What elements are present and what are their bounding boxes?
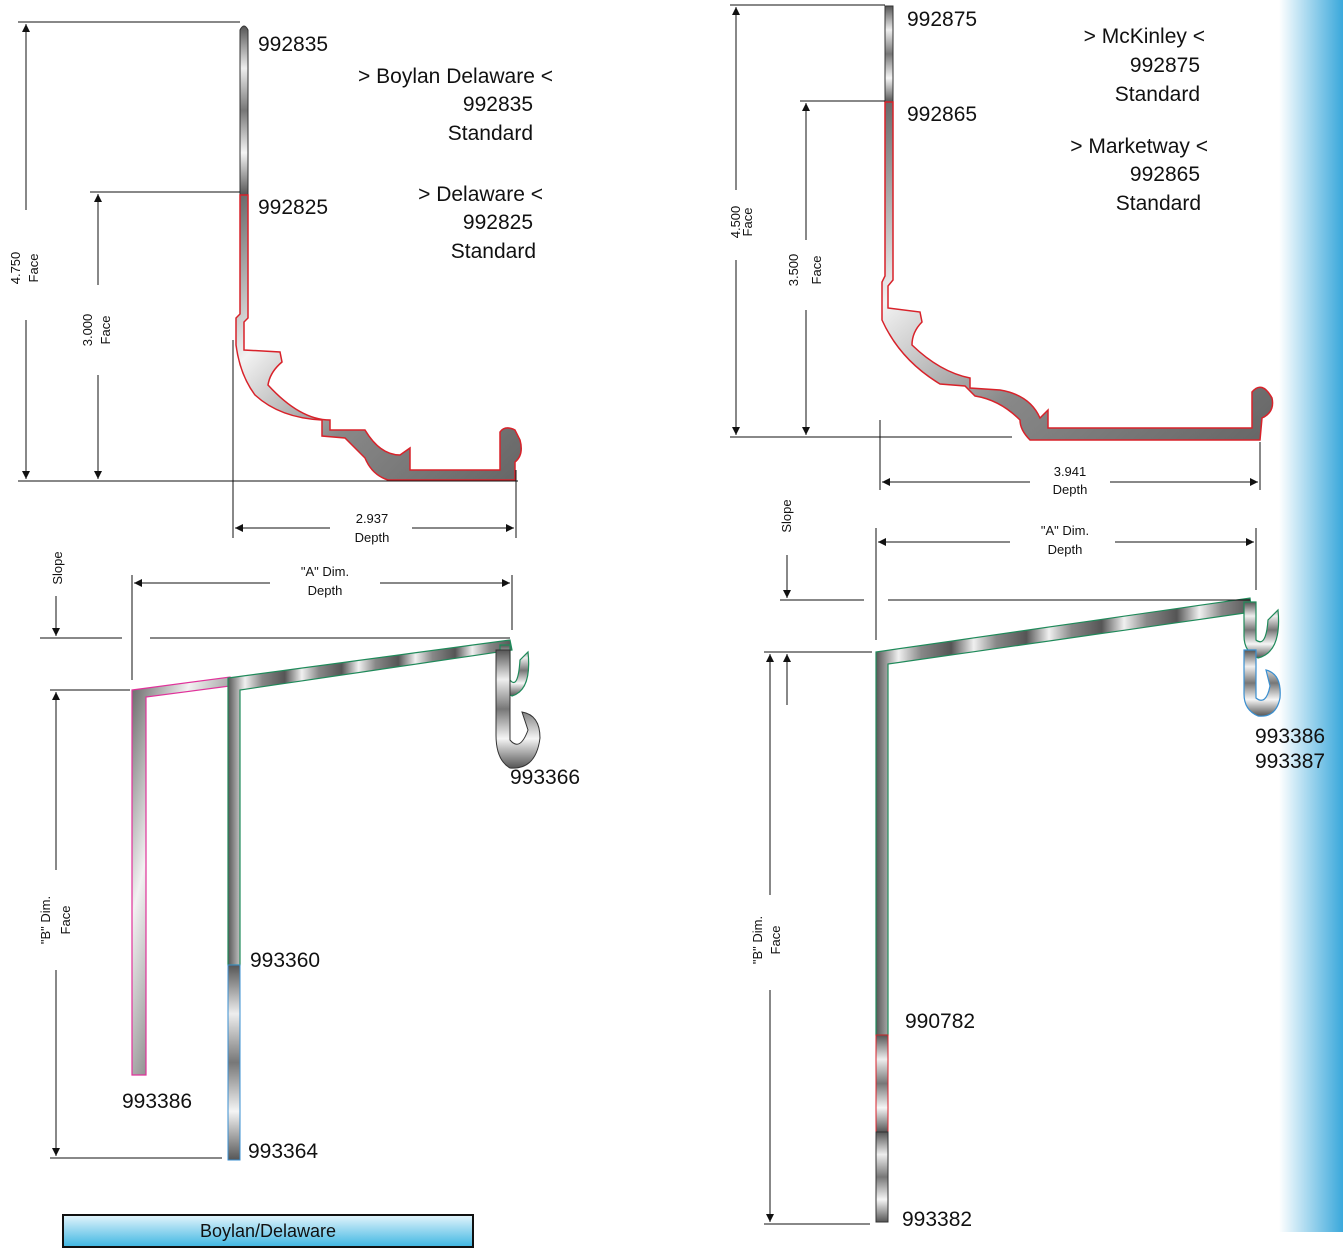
dim-value: 3.941: [1054, 464, 1087, 479]
part-label: 993387: [1255, 750, 1325, 773]
slope-label: Slope: [779, 499, 794, 532]
footer-title-box: Boylan/Delaware: [62, 1214, 474, 1248]
top-left-profile: [18, 21, 522, 538]
b-dim-label: "B" Dim.: [750, 916, 765, 964]
bottom-left-profile: [40, 575, 541, 1161]
a-dim-label: "A" Dim.: [1041, 523, 1089, 538]
part-label: 993364: [248, 1140, 318, 1163]
dim-label: Depth: [1053, 482, 1088, 497]
dim-value: 4.500: [728, 206, 743, 239]
dim-label: Face: [809, 256, 824, 285]
dim-value: 3.000: [80, 314, 95, 347]
part-label: 993386: [122, 1090, 192, 1113]
product-part: 992875: [1130, 54, 1200, 77]
part-label: 993386: [1255, 725, 1325, 748]
profile-993364: [227, 964, 241, 1161]
a-dim-label: "A" Dim.: [301, 564, 349, 579]
part-label: 992835: [258, 33, 328, 56]
product-part: 992825: [463, 211, 533, 234]
profile-992835: [239, 25, 249, 196]
sidebar-gradient: [1279, 0, 1343, 1232]
dim-value: 2.937: [356, 511, 389, 526]
part-label: 990782: [905, 1010, 975, 1033]
profile-993382: [875, 1131, 889, 1223]
part-label: 992825: [258, 196, 328, 219]
dim-label: Face: [98, 316, 113, 345]
product-part: 992835: [463, 93, 533, 116]
a-dim-label: Depth: [1048, 542, 1083, 557]
top-right-profile: [730, 4, 1274, 490]
profile-990782: [875, 597, 1253, 1036]
product-part: 992865: [1130, 163, 1200, 186]
hook-blue: [1243, 649, 1281, 717]
b-dim-label: Face: [58, 906, 73, 935]
footer-title: Boylan/Delaware: [199, 1221, 337, 1241]
product-grade: Standard: [1115, 83, 1200, 106]
dim-label: Face: [740, 208, 755, 237]
dim-value: 4.750: [8, 252, 23, 285]
part-label: 993360: [250, 949, 320, 972]
profile-992875: [884, 5, 894, 103]
profile-993386: [131, 676, 231, 1076]
b-dim-label: "B" Dim.: [38, 896, 53, 944]
dim-label: Face: [26, 254, 41, 283]
profile-993360: [227, 639, 513, 966]
product-grade: Standard: [1116, 192, 1201, 215]
product-name: > Marketway <: [1070, 135, 1208, 158]
product-grade: Standard: [448, 122, 533, 145]
product-name: > Delaware <: [418, 183, 543, 206]
profile-992825: [235, 194, 522, 481]
slope-label: Slope: [50, 551, 65, 584]
profile-red-section: [875, 1034, 889, 1133]
profile-992865: [881, 101, 1274, 441]
part-label: 992875: [907, 8, 977, 31]
dim-label: Depth: [355, 530, 390, 545]
part-label: 993366: [510, 766, 580, 789]
hook-993366: [495, 649, 541, 769]
product-grade: Standard: [451, 240, 536, 263]
bottom-right-profile: [764, 528, 1281, 1225]
hook-green: [1243, 601, 1280, 659]
part-label: 993382: [902, 1208, 972, 1231]
product-name: > McKinley <: [1084, 25, 1205, 48]
product-name: > Boylan Delaware <: [358, 65, 553, 88]
part-label: 992865: [907, 103, 977, 126]
b-dim-label: Face: [768, 926, 783, 955]
a-dim-label: Depth: [308, 583, 343, 598]
dim-value: 3.500: [786, 254, 801, 287]
